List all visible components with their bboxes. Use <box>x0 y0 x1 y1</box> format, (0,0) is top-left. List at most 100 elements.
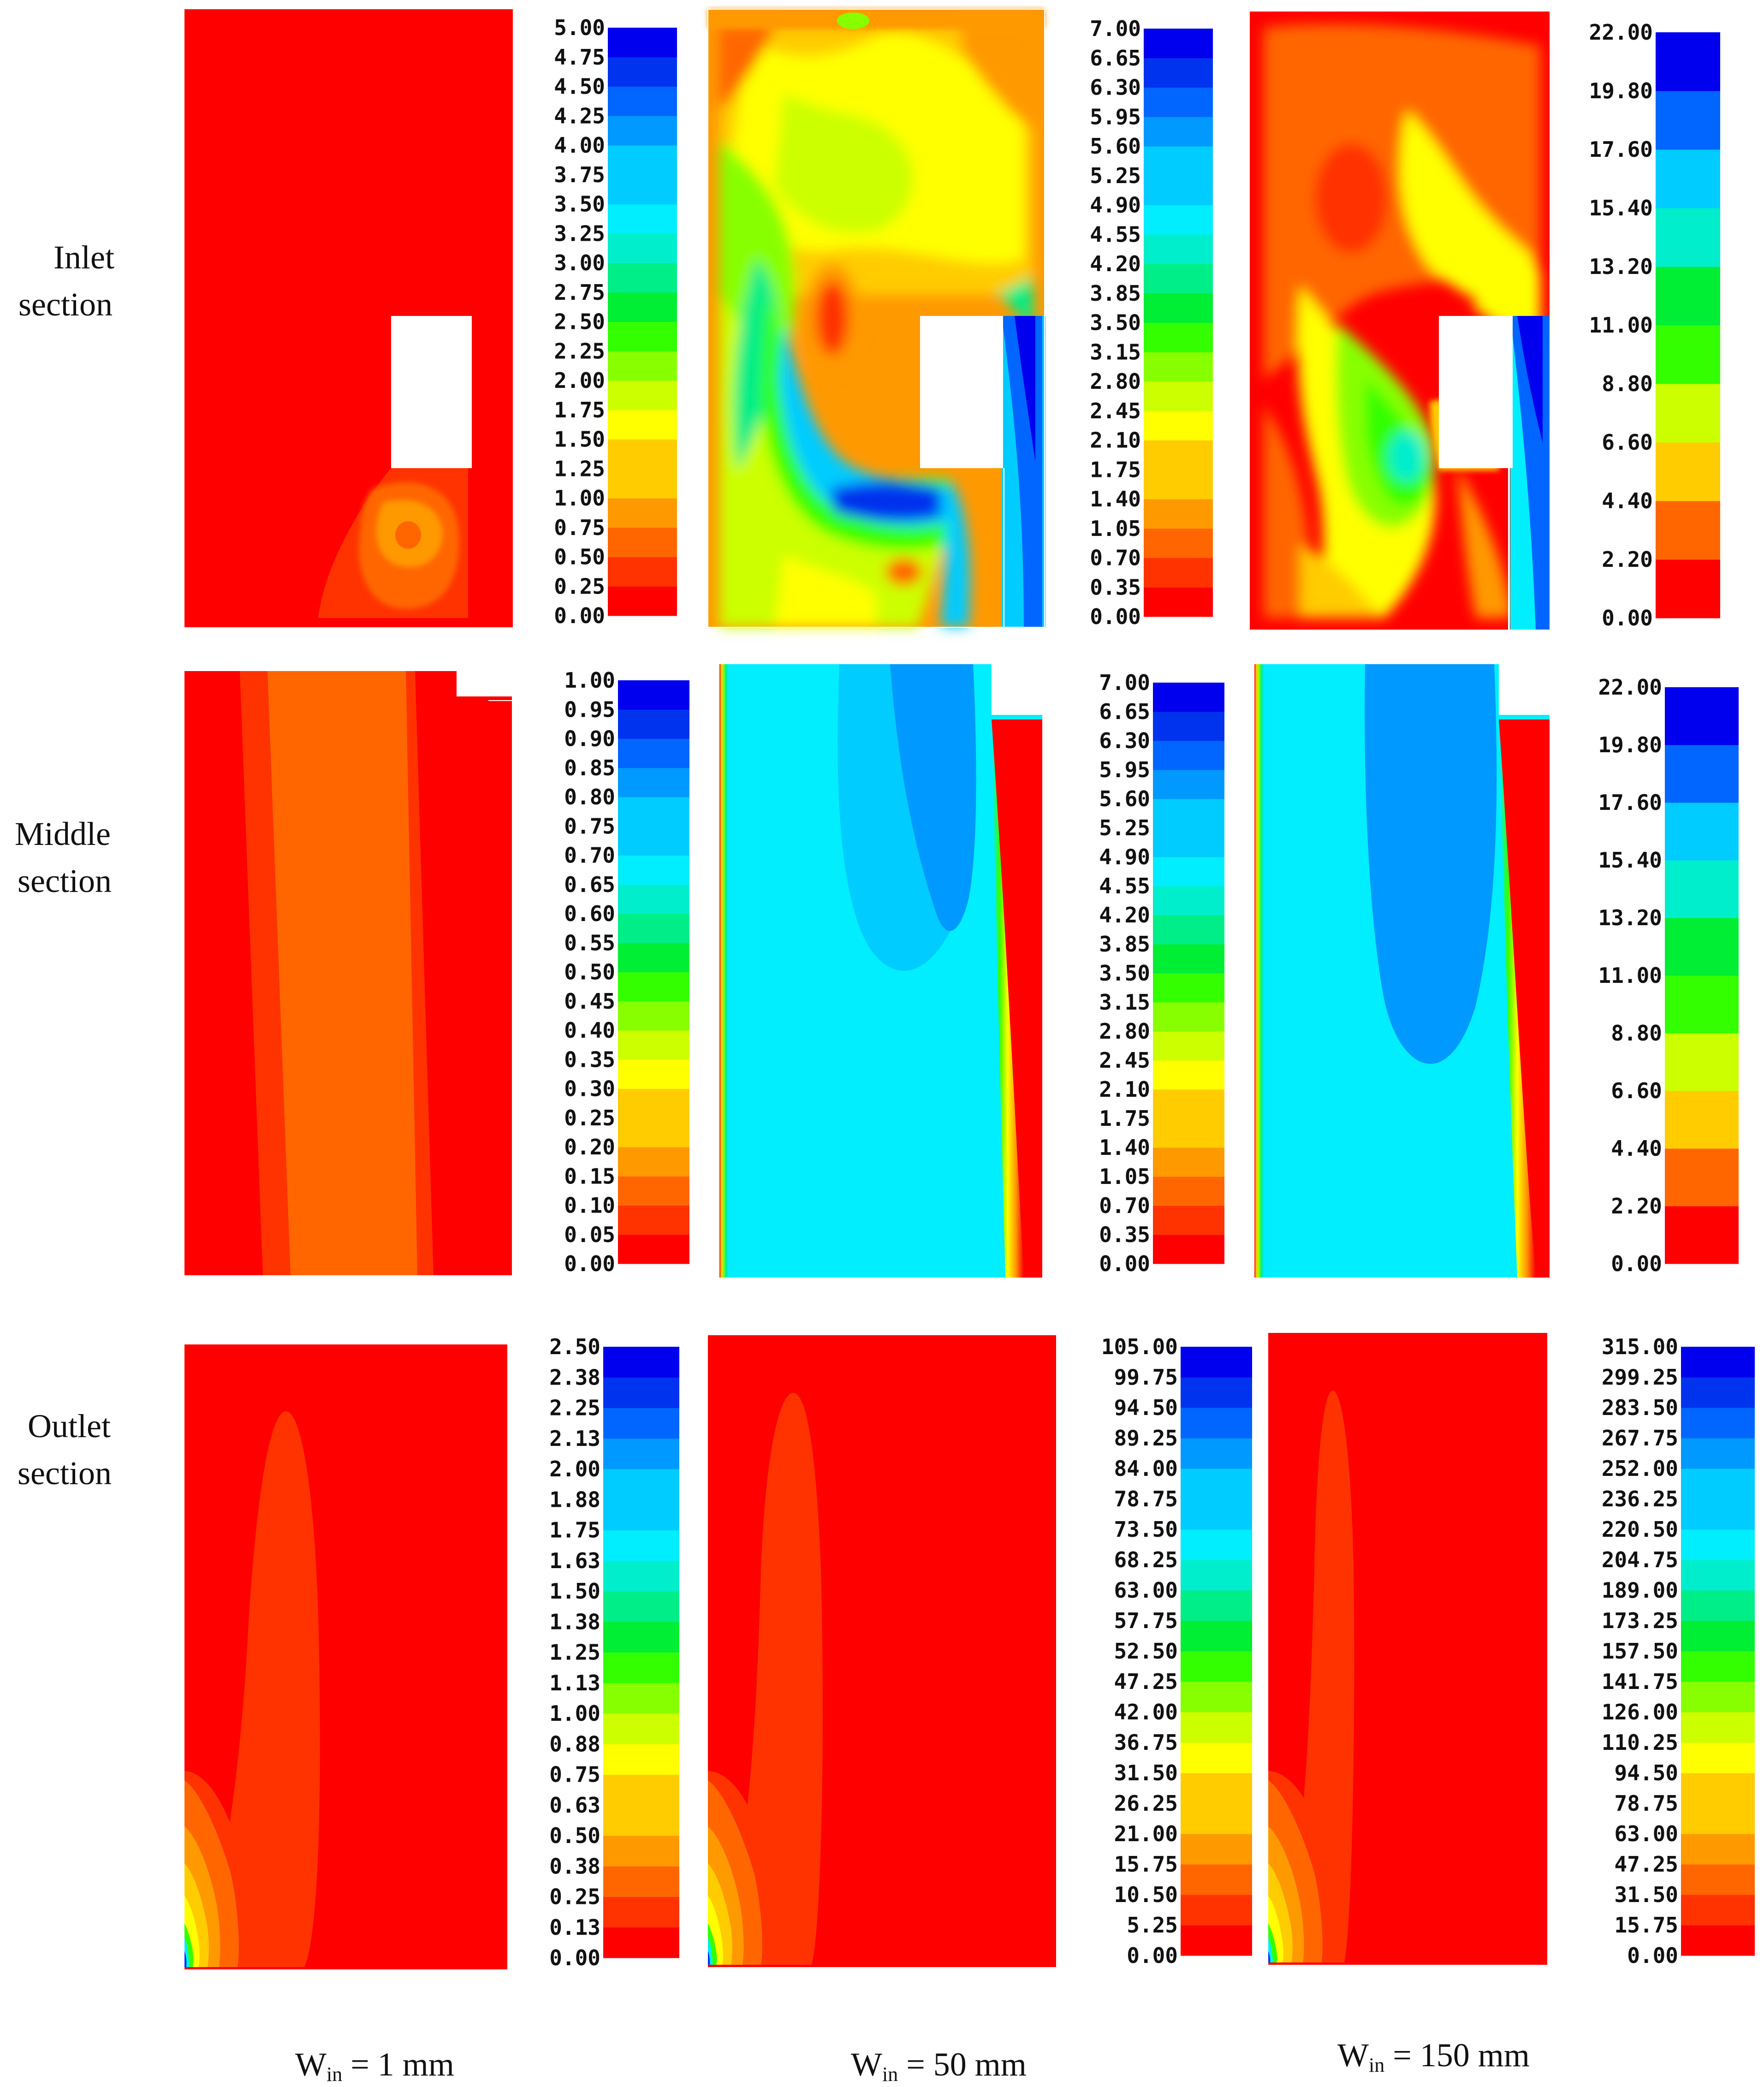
colorbar-tick-label: 5.95 <box>1099 757 1150 782</box>
colorbar-tick-label: 110.25 <box>1602 1730 1678 1755</box>
colorbar-band <box>1153 944 1224 974</box>
colorbar-band <box>618 1205 689 1235</box>
colorbar-r0c1: 7.00 6.65 6.30 5.95 5.60 5.25 4.90 4.55 4.20 3.85… <box>1090 16 1213 629</box>
colorbar-band <box>1181 1712 1252 1743</box>
contour-panel-inlet-50mm <box>707 9 1045 628</box>
colorbar-band <box>1144 587 1213 617</box>
colorbar-tick-label: 1.25 <box>549 1640 600 1665</box>
colorbar-band <box>1153 915 1224 945</box>
colorbar-tick-label: 0.45 <box>564 989 615 1014</box>
column-label-50mm: Win = 50 mm <box>851 2046 1027 2086</box>
colorbar-tick-label: 0.00 <box>1090 604 1141 629</box>
colorbar-band <box>1181 1742 1252 1773</box>
colorbar-band <box>618 855 689 885</box>
colorbar-tick-label: 99.75 <box>1114 1365 1178 1390</box>
colorbar-tick-label: 4.00 <box>554 133 605 158</box>
colorbar-band <box>603 1927 679 1958</box>
colorbar-band <box>618 1030 689 1060</box>
colorbar-tick-label: 2.13 <box>549 1426 600 1451</box>
colorbar-band <box>1656 91 1720 150</box>
colorbar-band <box>608 28 677 58</box>
colorbar-band <box>1144 410 1213 440</box>
colorbar-tick-label: 0.25 <box>549 1885 600 1909</box>
colorbar-tick-label: 2.10 <box>1099 1077 1150 1102</box>
colorbar-band <box>618 1088 689 1118</box>
colorbar-tick-label: 68.25 <box>1114 1547 1178 1572</box>
colorbar-r2c0: 2.50 2.38 2.25 2.13 2.00 1.88 1.75 1.63 1.50 1.38… <box>549 1334 679 1970</box>
colorbar-tick-label: 31.50 <box>1615 1882 1678 1907</box>
colorbar-tick-label: 15.75 <box>1615 1913 1678 1938</box>
colorbar-band <box>1181 1469 1252 1499</box>
colorbar-tick-label: 4.25 <box>554 103 605 128</box>
colorbar-tick-label: 3.50 <box>554 192 605 217</box>
colorbar-tick-label: 3.25 <box>554 221 605 246</box>
colorbar-tick-label: 1.63 <box>549 1548 600 1573</box>
colorbar-band <box>1153 1002 1224 1032</box>
colorbar-band <box>603 1866 679 1897</box>
colorbar-band <box>1181 1408 1252 1439</box>
colorbar-tick-label: 89.25 <box>1114 1426 1178 1451</box>
colorbar-tick-label: 2.38 <box>549 1365 600 1390</box>
colorbar-band <box>1665 745 1739 803</box>
colorbar-band <box>1181 1347 1252 1378</box>
colorbar-band <box>1153 1089 1224 1119</box>
colorbar-tick-label: 78.75 <box>1615 1791 1678 1816</box>
colorbar-tick-label: 0.35 <box>564 1047 615 1072</box>
colorbar-tick-label: 204.75 <box>1602 1547 1678 1572</box>
colorbar-tick-label: 0.25 <box>564 1106 615 1130</box>
colorbar-tick-label: 1.50 <box>554 427 605 452</box>
colorbar-tick-label: 267.75 <box>1602 1426 1678 1451</box>
colorbar-tick-label: 11.00 <box>1589 313 1653 338</box>
colorbar-band <box>1181 1682 1252 1712</box>
colorbar-tick-label: 2.50 <box>554 309 605 334</box>
colorbar-tick-label: 0.00 <box>1127 1943 1178 1968</box>
colorbar-band <box>1681 1682 1755 1712</box>
colorbar-tick-label: 0.38 <box>549 1854 600 1879</box>
colorbar-band <box>603 1683 679 1714</box>
colorbar-band <box>1665 1148 1739 1207</box>
row-label-line2: section <box>18 1455 112 1492</box>
colorbar-band <box>1153 770 1224 799</box>
colorbar-tick-label: 22.00 <box>1589 20 1653 45</box>
colorbar-tick-label: 0.00 <box>1602 606 1653 630</box>
colorbar-band <box>1665 1206 1739 1264</box>
colorbar-band <box>618 1234 689 1264</box>
colorbar-band <box>1144 352 1213 382</box>
colorbar-tick-label: 2.20 <box>1602 547 1653 572</box>
colorbar-band <box>1181 1438 1252 1469</box>
colorbar-tick-label: 1.05 <box>1090 516 1141 541</box>
colorbar-tick-label: 0.30 <box>564 1076 615 1101</box>
colorbar-band <box>1181 1499 1252 1530</box>
colorbar-tick-label: 3.50 <box>1099 961 1150 986</box>
colorbar-tick-label: 1.75 <box>554 398 605 422</box>
colorbar-tick-label: 0.88 <box>549 1731 600 1756</box>
colorbar-tick-label: 2.45 <box>1099 1048 1150 1073</box>
colorbar-tick-label: 0.40 <box>564 1018 615 1043</box>
colorbar-band <box>603 1408 679 1439</box>
colorbar-tick-label: 0.50 <box>554 545 605 570</box>
contour-panel-outlet-50mm <box>708 1335 1056 1967</box>
colorbar-tick-label: 2.10 <box>1090 428 1141 453</box>
colorbar-band <box>1665 687 1739 745</box>
colorbar-band <box>1656 208 1720 267</box>
colorbar-band <box>1681 1712 1755 1743</box>
colorbar-band <box>1153 857 1224 886</box>
colorbar-r0c2: 22.00 19.80 17.60 15.40 13.20 11.00 8.80 6.60 4.… <box>1589 20 1720 630</box>
colorbar-tick-label: 0.75 <box>554 515 605 540</box>
colorbar-band <box>1181 1773 1252 1804</box>
colorbar-tick-label: 4.90 <box>1090 193 1141 218</box>
column-label-1mm: Win = 1 mm <box>295 2046 454 2086</box>
colorbar-tick-label: 2.80 <box>1090 369 1141 394</box>
colorbar-tick-label: 3.50 <box>1090 310 1141 335</box>
colorbar-tick-label: 0.20 <box>564 1135 615 1159</box>
colorbar-tick-label: 94.50 <box>1114 1395 1178 1420</box>
colorbar-tick-label: 1.05 <box>1099 1164 1150 1189</box>
colorbar-tick-label: 6.30 <box>1099 728 1150 753</box>
colorbar-tick-label: 57.75 <box>1114 1608 1178 1633</box>
colorbar-tick-label: 2.00 <box>554 368 605 393</box>
colorbar-tick-label: 3.15 <box>1090 339 1141 364</box>
colorbar-tick-label: 15.40 <box>1589 196 1653 220</box>
colorbar-band <box>1153 1031 1224 1061</box>
colorbar-band <box>618 709 689 739</box>
colorbar-tick-label: 1.38 <box>549 1609 600 1634</box>
